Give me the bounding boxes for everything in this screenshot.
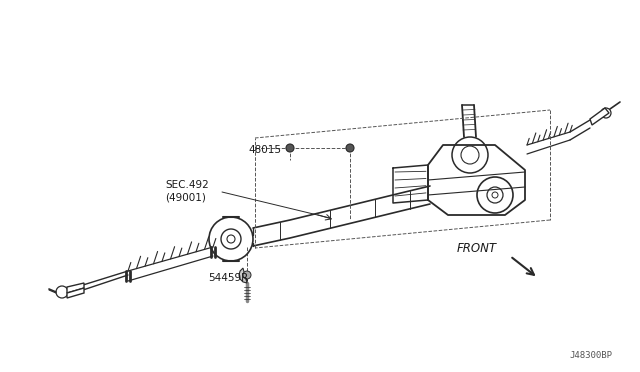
Text: SEC.492: SEC.492 xyxy=(165,180,209,190)
Text: FRONT: FRONT xyxy=(457,241,497,254)
Text: 48015: 48015 xyxy=(248,145,281,155)
Text: 54459R: 54459R xyxy=(208,273,248,283)
Polygon shape xyxy=(67,283,84,293)
Circle shape xyxy=(243,271,251,279)
Polygon shape xyxy=(239,268,247,283)
Text: (49001): (49001) xyxy=(165,192,206,202)
Polygon shape xyxy=(590,108,609,125)
Text: J48300BP: J48300BP xyxy=(569,350,612,359)
Polygon shape xyxy=(67,288,84,298)
Circle shape xyxy=(286,144,294,152)
Circle shape xyxy=(346,144,354,152)
